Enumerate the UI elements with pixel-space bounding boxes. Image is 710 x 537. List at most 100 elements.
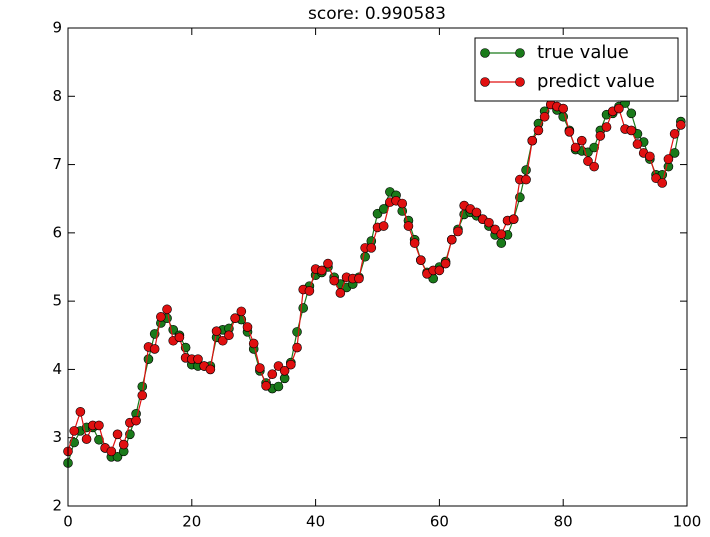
point: [149, 344, 160, 354]
point: [329, 275, 339, 286]
point: [576, 135, 587, 146]
legend: true value predict value: [474, 37, 679, 102]
point: [397, 198, 408, 209]
point: [137, 390, 148, 401]
point: [211, 326, 222, 336]
point: [298, 303, 309, 313]
point: [279, 365, 290, 376]
point: [354, 273, 364, 284]
point: [118, 439, 129, 450]
point: [143, 354, 154, 364]
point: [286, 359, 296, 370]
y-tick-label: 8: [52, 87, 62, 105]
point: [471, 207, 482, 218]
point: [69, 426, 79, 436]
point: [626, 125, 637, 136]
point: [75, 406, 86, 417]
point: [496, 238, 507, 248]
y-tick-label: 4: [52, 360, 62, 378]
point: [255, 363, 265, 373]
y-tick-label: 9: [52, 19, 62, 37]
legend-marker: [515, 48, 525, 58]
point: [261, 381, 271, 391]
point: [273, 381, 284, 392]
point: [434, 265, 445, 276]
y-tick-label: 2: [52, 497, 62, 515]
legend-marker: [480, 77, 490, 87]
point: [527, 135, 538, 146]
point: [583, 156, 593, 166]
point: [508, 214, 519, 224]
point: [230, 313, 240, 324]
x-tick-label: 40: [306, 513, 325, 531]
x-tick-label: 20: [182, 513, 201, 531]
y-tick-label: 6: [52, 223, 62, 241]
point: [366, 243, 377, 253]
x-tick-label: 80: [554, 513, 573, 531]
point: [657, 178, 668, 188]
point: [521, 165, 531, 175]
point: [205, 364, 216, 375]
point: [217, 335, 228, 346]
y-tick-label: 5: [52, 292, 62, 310]
point: [292, 342, 302, 353]
point: [112, 429, 123, 440]
point: [156, 312, 166, 322]
point: [248, 338, 259, 349]
legend-box: [474, 37, 679, 102]
point: [304, 286, 315, 296]
x-tick-label: 60: [430, 513, 449, 531]
point: [112, 452, 123, 462]
x-tick-label: 0: [63, 513, 73, 531]
legend-marker: [515, 77, 525, 87]
y-tick-label: 7: [52, 155, 62, 173]
point: [570, 142, 581, 153]
point: [316, 265, 327, 276]
point: [626, 108, 637, 119]
plot-frame: [67, 27, 688, 507]
point: [589, 142, 599, 153]
point: [564, 126, 575, 137]
point: [162, 304, 172, 315]
x-tick-label: 100: [673, 513, 702, 531]
legend-marker: [480, 48, 490, 58]
point: [496, 229, 507, 240]
point: [440, 258, 451, 269]
point: [595, 131, 606, 141]
point: [539, 111, 550, 122]
y-tick-label: 3: [52, 428, 62, 446]
point: [645, 151, 655, 162]
point: [521, 174, 531, 185]
legend-label: predict value: [537, 71, 655, 92]
point: [323, 258, 333, 269]
point: [137, 381, 148, 392]
point: [335, 288, 346, 298]
point: [484, 217, 494, 228]
point: [131, 415, 141, 426]
point: [267, 369, 278, 380]
point: [378, 221, 389, 231]
point: [236, 306, 247, 317]
point: [174, 332, 185, 343]
chart-title: score: 0.990583: [308, 4, 446, 24]
point: [533, 125, 544, 136]
point: [558, 103, 569, 114]
point: [632, 139, 643, 149]
legend-label: true value: [537, 42, 629, 63]
point: [446, 234, 457, 245]
point: [360, 251, 370, 262]
point: [224, 330, 234, 341]
point: [292, 327, 302, 337]
point: [416, 255, 426, 265]
point: [242, 322, 253, 332]
point: [193, 354, 203, 364]
point: [589, 161, 599, 172]
point: [106, 446, 117, 457]
point: [614, 103, 624, 114]
point: [403, 221, 414, 231]
point: [81, 434, 92, 444]
point: [601, 122, 612, 132]
point: [669, 129, 680, 139]
point: [663, 154, 674, 164]
